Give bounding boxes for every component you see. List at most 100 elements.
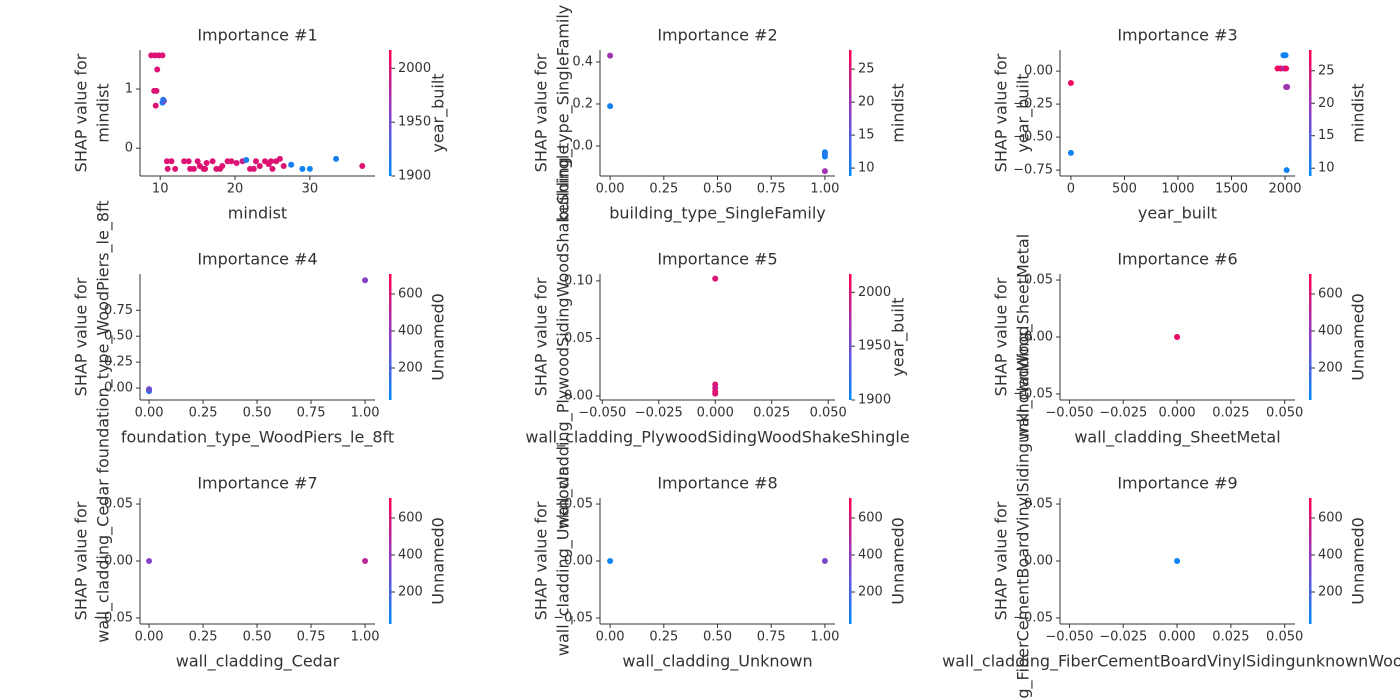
y-tick-label: 0.0 bbox=[572, 138, 593, 153]
colorbar-tick-label: 400 bbox=[858, 547, 883, 562]
x-tick-label: 500 bbox=[1112, 182, 1137, 197]
colorbar-tick-label: 20 bbox=[1318, 96, 1335, 111]
y-tick-label: 0.05 bbox=[1024, 497, 1053, 512]
colorbar-tick-label: 600 bbox=[858, 510, 883, 525]
point bbox=[164, 165, 171, 172]
x-tick-label: 2000 bbox=[1268, 182, 1301, 197]
point bbox=[194, 158, 201, 165]
x-tick-label: 0 bbox=[1067, 182, 1075, 197]
y-axis-label: foundation_type_WoodPiers_le_8ft bbox=[94, 200, 114, 473]
x-tick-label: 1.00 bbox=[351, 630, 380, 645]
point bbox=[159, 52, 166, 59]
point bbox=[607, 52, 614, 59]
point bbox=[269, 165, 276, 172]
x-axis-label: wall_cladding_PlywoodSidingWoodShakeShin… bbox=[525, 428, 909, 448]
y-tick-label: 0.2 bbox=[572, 96, 593, 111]
point bbox=[243, 157, 250, 164]
x-axis-label: wall_cladding_Cedar bbox=[176, 652, 340, 672]
y-axis-label: SHAP value for bbox=[992, 53, 1011, 172]
colorbar-tick-label: 25 bbox=[858, 62, 875, 77]
y-tick-label: 0.00 bbox=[104, 554, 133, 569]
point bbox=[333, 155, 340, 162]
point bbox=[1283, 65, 1290, 72]
colorbar-tick-label: 2000 bbox=[858, 285, 891, 300]
x-tick-label: 0.000 bbox=[1158, 406, 1195, 421]
point bbox=[821, 558, 828, 564]
x-axis-label: year_built bbox=[1138, 204, 1217, 224]
x-tick-label: 30 bbox=[302, 182, 319, 197]
x-tick-label: −0.025 bbox=[1099, 406, 1147, 421]
point bbox=[152, 102, 159, 109]
point bbox=[209, 158, 216, 165]
point bbox=[299, 165, 306, 172]
point bbox=[217, 165, 224, 172]
colorbar-tick-label: 600 bbox=[1318, 286, 1343, 301]
x-tick-label: 0.25 bbox=[649, 182, 678, 197]
colorbar-label: mindist bbox=[1349, 83, 1368, 142]
colorbar-tick-label: 400 bbox=[398, 547, 423, 562]
x-tick-label: 0.50 bbox=[703, 182, 732, 197]
x-axis-label: mindist bbox=[228, 204, 287, 223]
point bbox=[253, 158, 260, 165]
colorbar-tick-label: 400 bbox=[1318, 547, 1343, 562]
point bbox=[1284, 83, 1291, 90]
point bbox=[168, 158, 175, 165]
title: Importance #6 bbox=[1117, 250, 1237, 269]
x-tick-label: 0.75 bbox=[297, 630, 326, 645]
y-tick-label: 1 bbox=[125, 82, 133, 97]
colorbar bbox=[849, 50, 852, 176]
point bbox=[1174, 558, 1181, 564]
y-tick-label: −0.50 bbox=[1013, 130, 1053, 145]
colorbar bbox=[1309, 50, 1312, 176]
y-tick-label: 0.75 bbox=[104, 303, 133, 318]
point bbox=[1283, 167, 1290, 174]
point bbox=[821, 168, 828, 175]
point bbox=[712, 390, 719, 397]
y-tick-label: 0.00 bbox=[1024, 64, 1053, 79]
colorbar-label: Unnamed0 bbox=[429, 293, 448, 381]
point bbox=[250, 165, 257, 172]
point bbox=[202, 165, 209, 172]
colorbar-tick-label: 400 bbox=[1318, 323, 1343, 338]
colorbar-label: Unnamed0 bbox=[429, 517, 448, 605]
colorbar-tick-label: 10 bbox=[1318, 161, 1335, 176]
y-axis-label: mindist bbox=[94, 83, 113, 142]
colorbar bbox=[389, 498, 392, 624]
x-tick-label: 0.00 bbox=[135, 630, 164, 645]
colorbar-label: Unnamed0 bbox=[889, 517, 908, 605]
point bbox=[1067, 149, 1074, 156]
point bbox=[607, 103, 614, 110]
y-tick-label: 0.00 bbox=[564, 388, 593, 403]
point bbox=[163, 158, 170, 165]
point bbox=[712, 275, 719, 282]
x-tick-label: −0.025 bbox=[1099, 630, 1147, 645]
y-tick-label: −0.75 bbox=[1013, 163, 1053, 178]
title: Importance #5 bbox=[657, 250, 777, 269]
x-axis-label: wall_cladding_SheetMetal bbox=[1074, 428, 1280, 448]
point bbox=[359, 162, 366, 169]
point bbox=[185, 158, 192, 165]
x-axis-label: building_type_SingleFamily bbox=[609, 204, 826, 224]
colorbar-tick-label: 15 bbox=[1318, 128, 1335, 143]
x-tick-label: 0.000 bbox=[697, 406, 734, 421]
colorbar bbox=[1309, 274, 1312, 400]
title: Importance #4 bbox=[197, 250, 317, 269]
x-tick-label: 1.00 bbox=[351, 406, 380, 421]
point bbox=[256, 162, 263, 169]
x-tick-label: 0.00 bbox=[135, 406, 164, 421]
title: Importance #2 bbox=[657, 26, 777, 45]
x-tick-label: 0.050 bbox=[810, 406, 847, 421]
y-tick-label: 0.05 bbox=[564, 497, 593, 512]
x-tick-label: 1500 bbox=[1215, 182, 1248, 197]
x-tick-label: 0.75 bbox=[757, 630, 786, 645]
x-tick-label: 0.50 bbox=[243, 406, 272, 421]
point bbox=[607, 558, 614, 564]
x-tick-label: −0.050 bbox=[1045, 406, 1093, 421]
x-tick-label: 1.00 bbox=[810, 182, 839, 197]
point bbox=[153, 87, 160, 94]
point bbox=[362, 277, 369, 284]
colorbar-tick-label: 25 bbox=[1318, 63, 1335, 78]
colorbar bbox=[389, 274, 392, 400]
point bbox=[821, 151, 828, 158]
